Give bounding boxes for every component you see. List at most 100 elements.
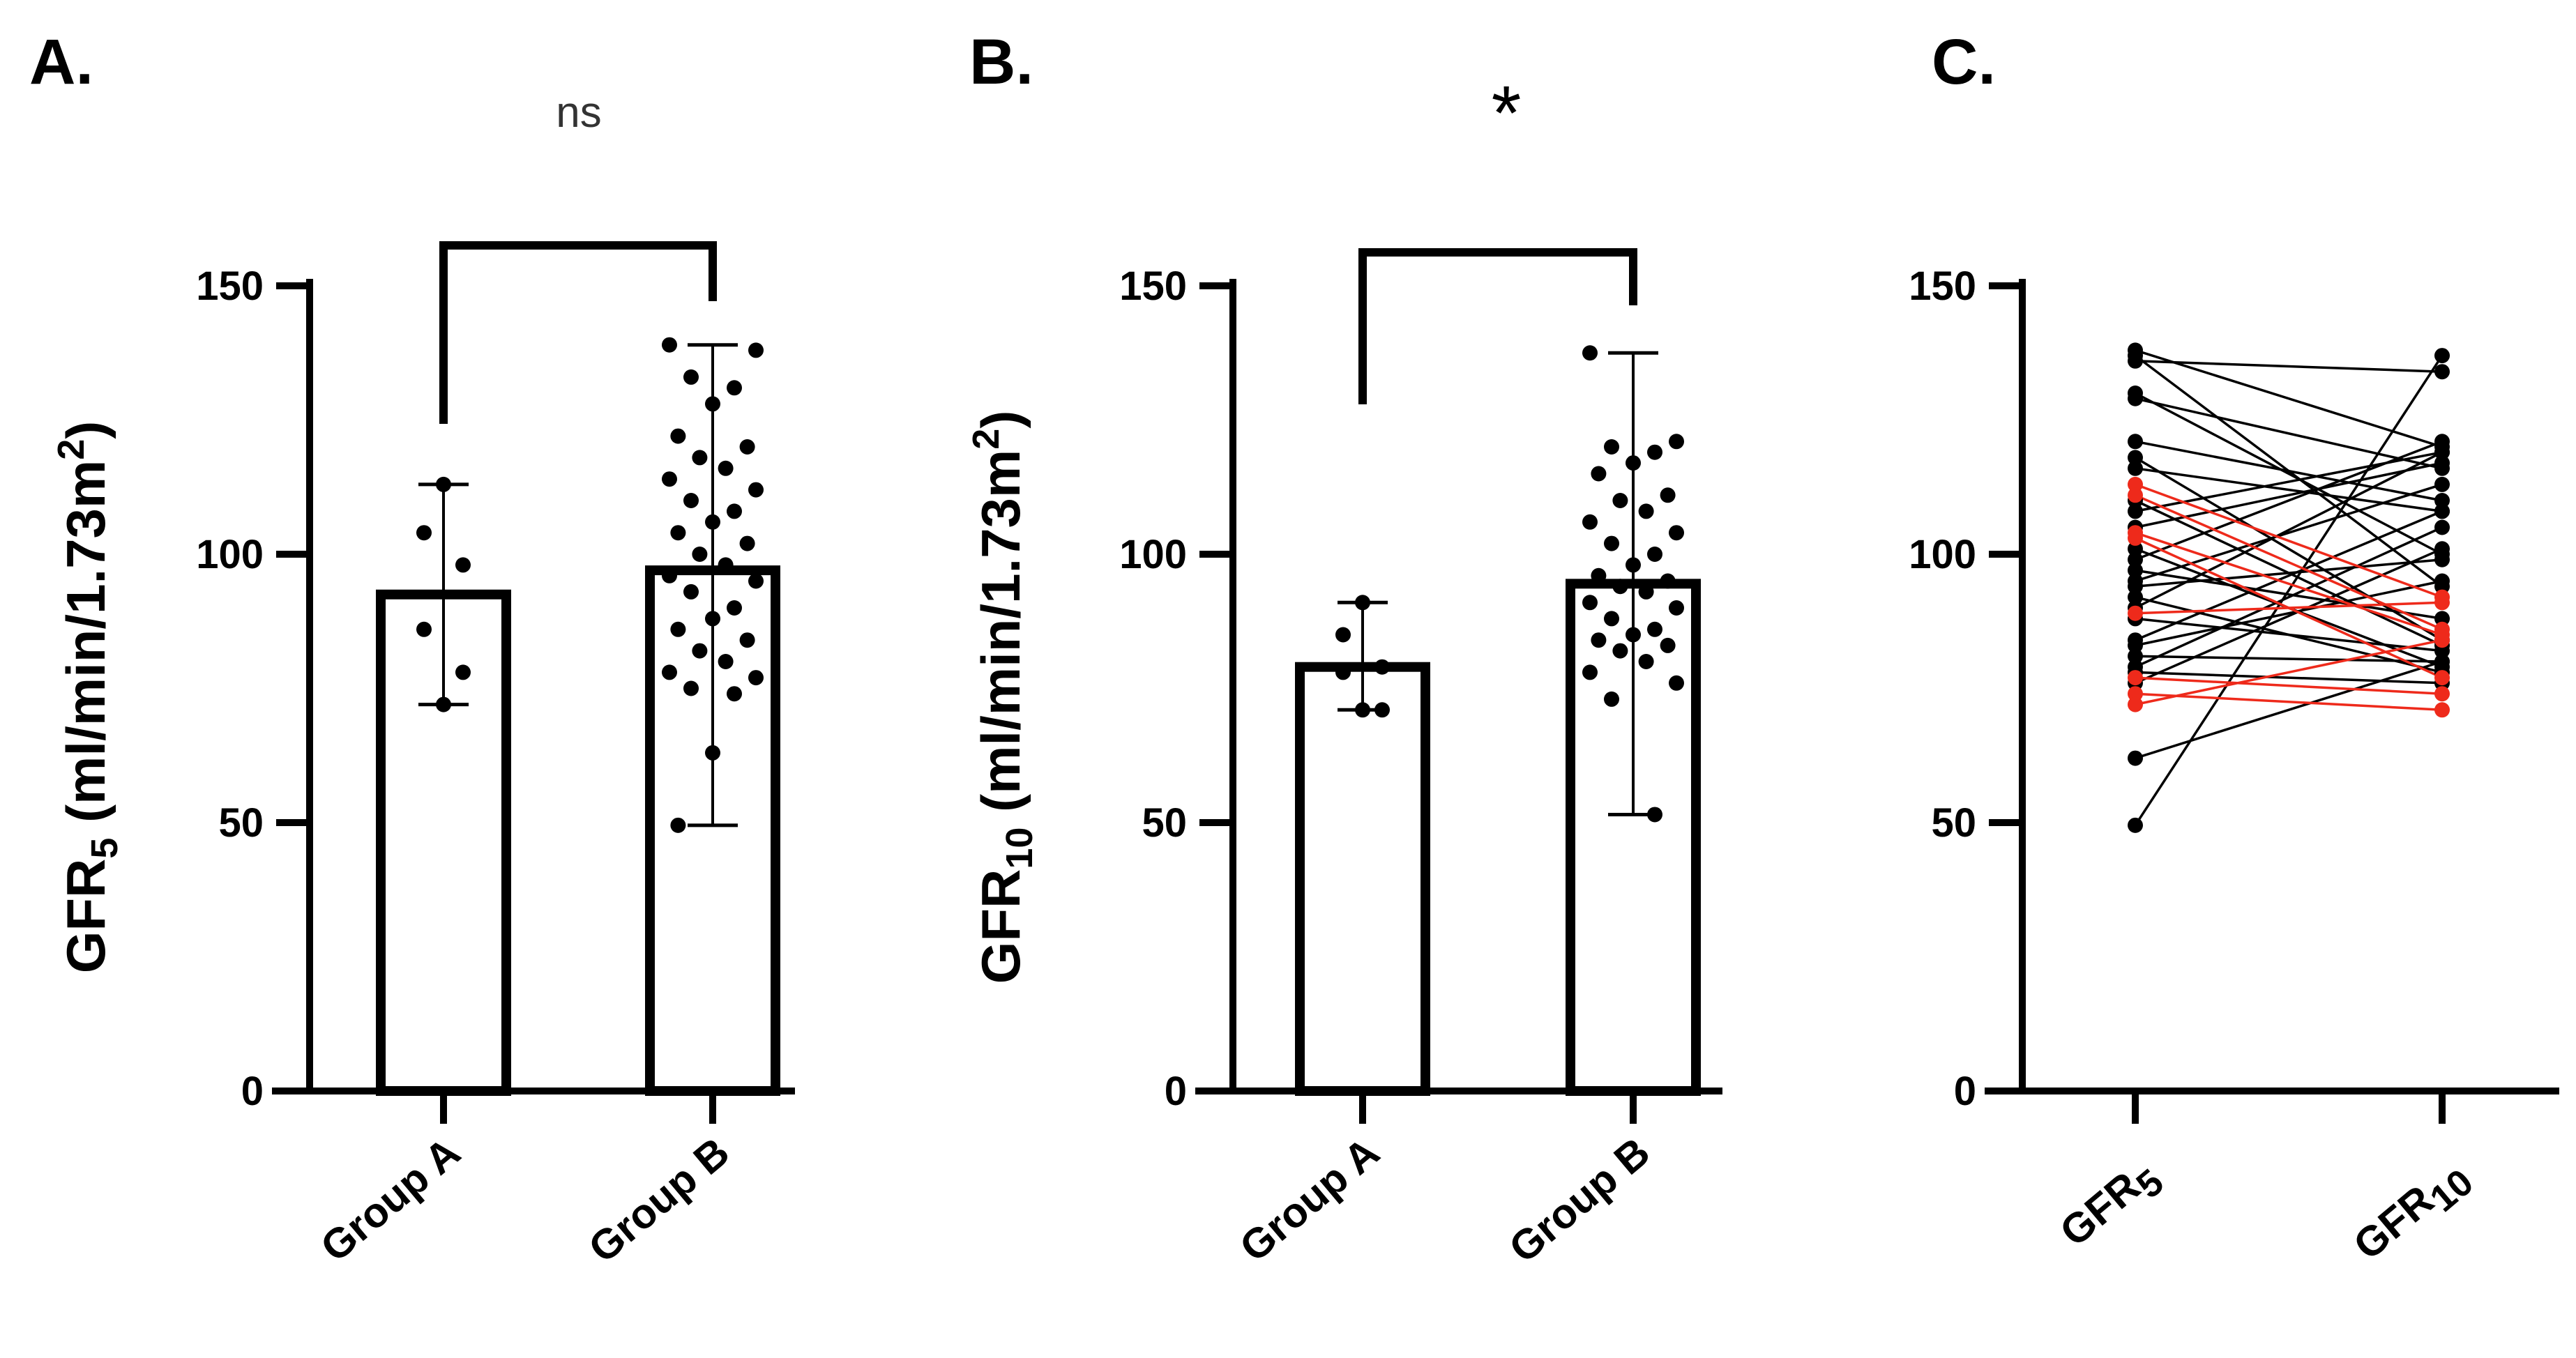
data-point-1-22-a: [705, 611, 720, 627]
data-point-1-21-b: [1647, 621, 1662, 637]
x-label-group-b-a: Group B: [579, 1129, 738, 1272]
data-point-1-7-b: [1612, 493, 1628, 508]
pair-line-black-5: [2135, 440, 2443, 502]
pair-point-gfr10-red-4: [2434, 595, 2450, 611]
data-point-1-19-b: [1669, 600, 1684, 616]
significance-bracket-b: [1358, 248, 1637, 404]
pair-line-black-2: [2135, 360, 2443, 373]
data-point-1-29-a: [683, 680, 699, 696]
data-point-1-10-a: [748, 482, 764, 498]
pair-point-gfr10-black-18: [2434, 643, 2450, 659]
pair-line-black-26: [2134, 355, 2444, 826]
pair-point-gfr5-red-6: [2128, 686, 2143, 702]
data-point-1-30-a: [727, 686, 742, 702]
data-point-0-2-b: [1374, 659, 1390, 675]
panel-a-letter: A.: [29, 26, 93, 98]
pair-line-black-14: [2135, 483, 2443, 583]
pair-line-black-0: [2135, 349, 2443, 448]
pair-line-red-2: [2135, 531, 2443, 636]
data-points-b: [1335, 345, 1684, 823]
data-point-0-1-a: [416, 525, 432, 541]
y-tick-label-50-a: 50: [218, 800, 264, 846]
pair-point-gfr10-black-14: [2434, 476, 2450, 492]
data-point-1-1-a: [748, 342, 764, 358]
pair-point-gfr5-black-2: [2128, 353, 2143, 369]
pair-point-gfr5-black-25: [2128, 750, 2143, 766]
pair-point-gfr10-black-19: [2434, 503, 2450, 519]
pair-line-black-3: [2135, 392, 2443, 556]
pair-point-gfr5-red-3: [2128, 530, 2143, 546]
pair-point-gfr10-black-13: [2434, 611, 2450, 627]
pair-line-black-21: [2135, 655, 2443, 663]
data-point-0-0-a: [436, 476, 451, 492]
y-tick-label-0-a: 0: [241, 1069, 264, 1114]
data-point-0-0-b: [1355, 595, 1370, 611]
pair-point-gfr5-black-15: [2128, 579, 2143, 595]
panel-b-letter: B.: [969, 26, 1033, 98]
panel-c: C. 0 50 100 150 GFR5 GFR10: [1909, 26, 2559, 1277]
panel-a: A. ns GFR5 (ml/min/1.73m2) 0 50 100 150 Gro…: [29, 26, 795, 1272]
y-tick-label-150-a: 150: [196, 264, 264, 309]
x-label-group-a-a: Group A: [312, 1129, 469, 1271]
x-label-gfr10-c: GFR10: [2344, 1150, 2481, 1277]
y-tick-label-50-c: 50: [1931, 800, 1976, 846]
data-point-1-2-b: [1604, 439, 1619, 455]
data-point-1-8-a: [718, 460, 734, 476]
pair-point-gfr5-black-7: [2128, 460, 2143, 476]
pair-line-black-18: [2135, 617, 2443, 653]
data-point-1-3-b: [1647, 444, 1662, 460]
data-point-0-2-a: [455, 557, 471, 573]
y-tick-label-150-b: 150: [1119, 264, 1187, 309]
data-point-1-0-b: [1582, 345, 1598, 361]
pair-point-gfr5-black-9: [2128, 503, 2143, 519]
pair-point-gfr10-black-24: [2434, 541, 2450, 557]
paired-points-c: [2128, 342, 2450, 833]
data-point-1-27-b: [1582, 664, 1598, 680]
data-point-1-0-a: [662, 337, 677, 353]
data-point-1-18-a: [662, 567, 677, 583]
pair-line-black-15: [2135, 558, 2443, 588]
x-label-group-b-b: Group B: [1500, 1129, 1658, 1272]
pair-point-gfr10-red-7: [2434, 632, 2450, 648]
y-tick-label-0-c: 0: [1954, 1069, 1976, 1114]
data-point-1-8-b: [1638, 503, 1654, 519]
data-point-1-6-b: [1660, 487, 1676, 503]
paired-lines-c: [2134, 349, 2444, 826]
significance-label-a: ns: [556, 89, 601, 137]
panel-b: B. * GFR10 (ml/min/1.73m2) 0 50 100 150 Gro…: [965, 26, 1722, 1272]
data-point-1-16-b: [1612, 579, 1628, 595]
pair-point-gfr10-black-15: [2434, 551, 2450, 567]
pair-point-gfr5-red-0: [2128, 476, 2143, 492]
y-axis-label-a: GFR5 (ml/min/1.73m2): [50, 421, 126, 974]
data-point-1-11-b: [1604, 535, 1619, 551]
data-point-1-5-b: [1591, 466, 1607, 482]
bar-group-a-b: [1295, 662, 1430, 1096]
bars-b: [1295, 579, 1701, 1096]
data-point-1-12-b: [1647, 547, 1662, 562]
pair-line-black-25: [2135, 660, 2443, 760]
pair-point-gfr10-black-12: [2434, 434, 2450, 450]
data-point-1-30-b: [1647, 807, 1662, 823]
data-point-1-17-a: [718, 557, 734, 573]
significance-bracket-a: [439, 241, 717, 424]
y-ticks-c: 0 50 100 150: [1909, 264, 2022, 1114]
data-point-1-15-b: [1660, 573, 1676, 589]
data-point-1-23-b: [1591, 632, 1607, 648]
y-tick-label-100-b: 100: [1119, 532, 1187, 577]
y-tick-label-100-c: 100: [1909, 532, 1976, 577]
pair-line-black-19: [2135, 510, 2443, 641]
x-label-gfr5-c: GFR5: [2051, 1150, 2172, 1264]
pair-line-red-7: [2135, 639, 2443, 706]
data-point-0-5-a: [436, 696, 451, 712]
pair-point-gfr10-black-2: [2434, 364, 2450, 380]
pair-point-gfr5-red-1: [2128, 487, 2143, 503]
pair-point-gfr5-black-20: [2128, 637, 2143, 653]
pair-line-black-23: [2135, 671, 2443, 685]
data-point-1-31-a: [705, 745, 720, 761]
data-point-0-3-a: [416, 621, 432, 637]
data-point-1-9-a: [662, 471, 677, 487]
pair-point-gfr10-black-20: [2434, 573, 2450, 589]
data-point-0-5-b: [1355, 702, 1370, 718]
y-tick-label-0-b: 0: [1165, 1069, 1187, 1114]
